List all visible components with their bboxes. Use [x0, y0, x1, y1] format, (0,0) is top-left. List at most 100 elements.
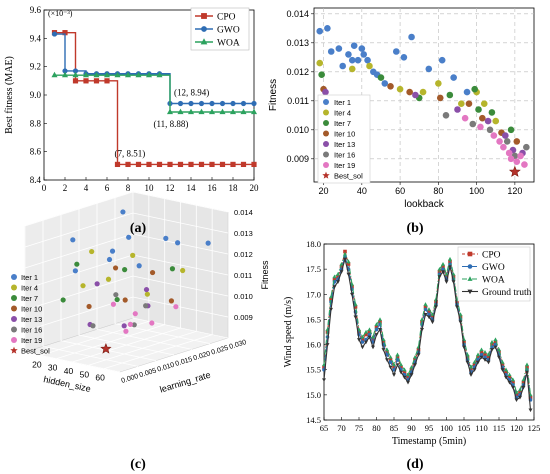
data-point-woa	[465, 352, 470, 357]
data-point-cpo	[409, 367, 414, 372]
data-point-iter-1	[463, 88, 471, 96]
data-point-iter-4	[435, 80, 442, 87]
legend-marker-cpo	[467, 251, 473, 257]
data-point-iter-4	[180, 267, 186, 274]
data-point-cpo	[472, 362, 477, 367]
data-point-cpo	[479, 350, 484, 354]
data-point-cpo	[402, 370, 407, 375]
legend-label-cpo: CPO	[482, 251, 501, 261]
x-tick-label: 100	[469, 186, 484, 196]
data-point-iter-1	[358, 45, 366, 52]
data-point-woa	[413, 354, 417, 359]
x-tick-label: 40	[64, 366, 74, 376]
data-point-iter-7	[377, 74, 385, 81]
data-point-ground-truth	[395, 363, 400, 367]
y-tick-label: 17.5	[306, 264, 321, 274]
data-point-gwo	[251, 100, 257, 107]
data-point-cpo	[448, 259, 452, 264]
series-iter-19	[461, 114, 528, 168]
data-point-woa	[437, 266, 442, 271]
data-point-ground-truth	[399, 370, 403, 375]
data-point-woa	[490, 339, 494, 344]
data-point-gwo	[230, 100, 236, 107]
data-point-iter-19	[110, 301, 116, 307]
legend-label-woa: WOA	[217, 39, 240, 49]
data-point-iter-19	[496, 138, 503, 145]
data-point-ground-truth	[469, 373, 473, 377]
data-point-ground-truth	[364, 340, 368, 345]
data-point-cpo	[465, 355, 470, 359]
data-point-iter-4	[366, 62, 373, 70]
data-point-cpo	[504, 370, 508, 375]
legend-label-best-sol: Best_sol	[21, 347, 50, 356]
data-point-woa	[392, 362, 396, 367]
data-point-iter-10	[387, 83, 394, 90]
data-point-woa	[518, 387, 522, 392]
data-point-woa	[406, 372, 410, 377]
data-point-cpo	[339, 264, 344, 269]
legend-marker-iter-10	[11, 305, 17, 312]
y-multiplier: (×10⁻³)	[48, 9, 73, 18]
data-point-ground-truth	[332, 285, 337, 289]
x-tick-label: 0	[42, 183, 47, 193]
series-line-woa	[323, 252, 532, 395]
data-point-woa	[423, 302, 428, 306]
data-point-gwo	[479, 352, 484, 357]
data-point-ground-truth	[437, 275, 442, 279]
data-point-woa	[497, 347, 501, 352]
data-point-iter-7	[488, 109, 496, 116]
data-point-iter-7	[446, 91, 454, 99]
series-iter-19	[110, 301, 179, 334]
data-point-iter-13	[121, 323, 127, 329]
legend-marker-iter-16	[11, 326, 17, 333]
data-point-ground-truth	[479, 355, 484, 360]
data-point-cpo	[413, 357, 417, 362]
data-point-ground-truth	[504, 375, 508, 380]
data-point-iter-7	[318, 71, 325, 78]
z-tick-label: 0.011	[234, 271, 252, 280]
data-point-woa	[343, 251, 347, 256]
legend-label-iter-16: Iter 16	[21, 326, 42, 335]
data-point-ground-truth	[346, 272, 351, 277]
data-point-iter-10	[112, 265, 119, 271]
data-point-iter-7	[507, 126, 515, 134]
data-point-gwo	[388, 360, 393, 364]
data-point-woa	[219, 108, 226, 115]
data-point-cpo	[500, 362, 505, 367]
data-point-woa	[479, 347, 484, 352]
data-point-iter-4	[348, 65, 356, 73]
legend-marker-iter-19	[11, 337, 17, 343]
y-tick-label: 0.011	[287, 96, 309, 106]
data-point-ground-truth	[465, 360, 470, 365]
data-point-iter-1	[345, 51, 352, 58]
data-point-iter-1	[72, 268, 78, 274]
data-point-woa	[208, 108, 216, 115]
y-tick-label: 16.0	[306, 340, 321, 350]
data-point-iter-4	[492, 117, 500, 125]
x-tick-label: 120	[507, 186, 522, 196]
data-point-woa	[402, 367, 407, 372]
series-iter-16	[442, 112, 530, 160]
data-point-ground-truth	[483, 358, 487, 362]
data-point-cpo	[493, 340, 498, 344]
legend-label-iter-13: Iter 13	[21, 315, 42, 324]
data-point-iter-1	[364, 56, 371, 64]
data-point-iter-1	[408, 33, 415, 41]
y-tick-label: 15.5	[306, 365, 321, 375]
data-point-ground-truth	[525, 370, 529, 375]
legend-label-gwo: GWO	[482, 263, 505, 273]
data-point-cpo	[441, 264, 445, 269]
data-point-cpo	[367, 330, 372, 334]
data-point-iter-1	[339, 62, 346, 70]
data-point-woa	[156, 71, 163, 78]
series-iter-4	[80, 248, 186, 297]
data-point-cpo	[511, 380, 515, 385]
data-point-iter-10	[465, 100, 473, 107]
data-point-woa	[350, 282, 354, 286]
y-tick-label: 18.0	[306, 239, 321, 249]
x-tick-label: 90	[407, 423, 416, 433]
data-point-cpo	[483, 352, 487, 357]
data-point-iter-1	[392, 48, 400, 55]
data-point-ground-truth	[500, 368, 505, 372]
x-tick-label: 14	[187, 183, 197, 193]
